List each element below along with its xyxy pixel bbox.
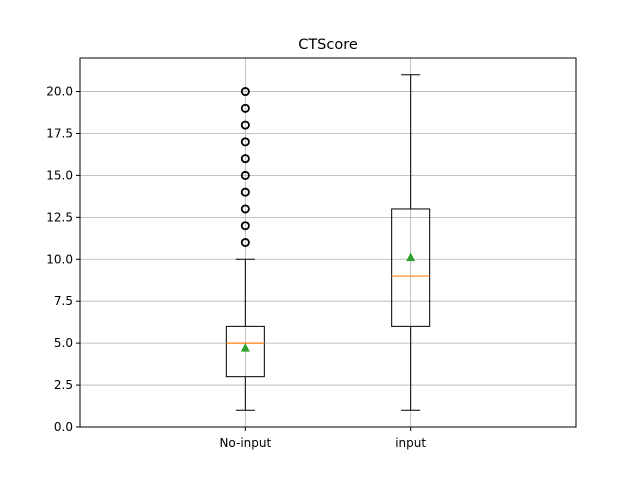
outlier-point xyxy=(240,204,250,214)
outlier-point xyxy=(240,137,250,147)
y-tick-label: 2.5 xyxy=(54,378,73,392)
boxes xyxy=(225,74,431,411)
y-tick-label: 10.0 xyxy=(46,252,73,266)
box-group-input xyxy=(391,74,431,411)
outlier-point xyxy=(240,170,250,180)
outlier-point xyxy=(240,237,250,247)
outlier-point xyxy=(240,221,250,231)
y-tick-label: 5.0 xyxy=(54,336,73,350)
y-tick-label: 12.5 xyxy=(46,210,73,224)
y-tick-label: 0.0 xyxy=(54,420,73,434)
x-tick-label: No-input xyxy=(219,436,271,450)
outlier-point xyxy=(240,154,250,164)
outlier-point xyxy=(240,120,250,130)
box-group-no-input xyxy=(225,87,265,411)
plot-frame xyxy=(79,57,577,428)
mean-marker xyxy=(406,252,416,262)
y-tick-label: 17.5 xyxy=(46,126,73,140)
y-tick-label: 20.0 xyxy=(46,85,73,99)
outlier-point xyxy=(240,87,250,97)
y-tick-label: 7.5 xyxy=(54,294,73,308)
y-tick-label: 15.0 xyxy=(46,168,73,182)
iqr-box xyxy=(391,208,431,327)
chart-title: CTScore xyxy=(298,37,358,53)
tick-labels: 0.0 2.5 5.0 7.5 10.0 12.5 15.0 17.5 20.0 No-input… xyxy=(46,85,426,450)
outlier-point xyxy=(240,187,250,197)
iqr-box xyxy=(225,325,265,378)
mean-marker xyxy=(240,343,250,352)
outlier-point xyxy=(240,103,250,113)
x-tick-label: input xyxy=(395,436,426,450)
axes xyxy=(76,57,577,431)
